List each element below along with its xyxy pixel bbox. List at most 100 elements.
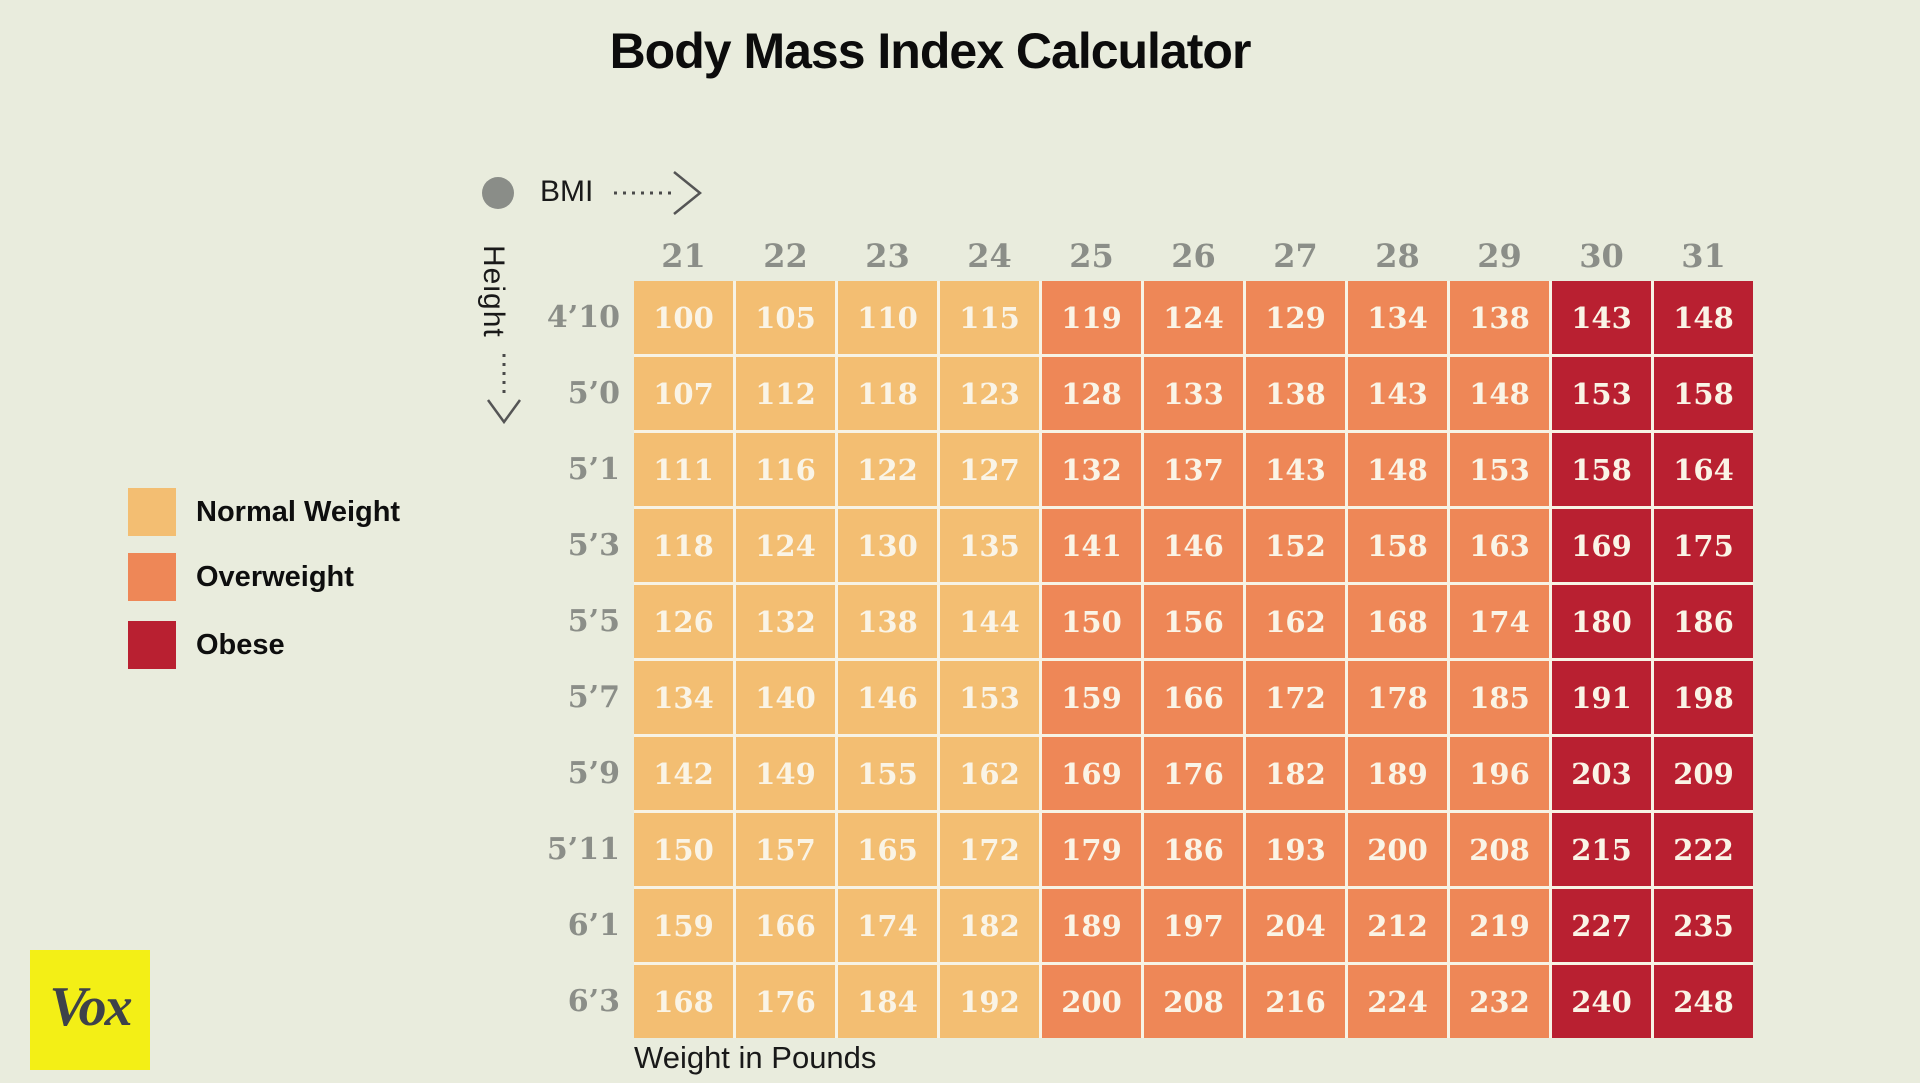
table-cell: 172 <box>1246 661 1345 734</box>
table-cell: 128 <box>1042 357 1141 430</box>
table-cell: 130 <box>838 509 937 582</box>
table-cell: 142 <box>634 737 733 810</box>
page-title: Body Mass Index Calculator <box>609 23 1252 79</box>
table-cell: 189 <box>1042 889 1141 962</box>
table-cell: 191 <box>1552 661 1651 734</box>
bmi-column-header: 27 <box>1273 237 1318 275</box>
table-cell: 222 <box>1654 813 1753 886</box>
table-cell: 124 <box>1144 281 1243 354</box>
table-cell: 163 <box>1450 509 1549 582</box>
table-cell: 112 <box>736 357 835 430</box>
table-cell: 132 <box>1042 433 1141 506</box>
bmi-column-header: 26 <box>1171 237 1216 275</box>
table-cell: 115 <box>940 281 1039 354</box>
legend-swatch <box>128 621 176 669</box>
table-cell: 124 <box>736 509 835 582</box>
table-cell: 186 <box>1654 585 1753 658</box>
legend-label: Overweight <box>196 560 354 593</box>
table-cell: 155 <box>838 737 937 810</box>
table-cell: 134 <box>634 661 733 734</box>
legend-item-normal-weight: Normal Weight <box>128 488 400 536</box>
weight-axis-label: Weight in Pounds <box>634 1040 877 1075</box>
right-arrow-icon <box>614 171 702 215</box>
table-cell: 248 <box>1654 965 1753 1038</box>
table-cell: 153 <box>1450 433 1549 506</box>
table-cell: 143 <box>1246 433 1345 506</box>
table-cell: 153 <box>940 661 1039 734</box>
table-cell: 174 <box>838 889 937 962</box>
table-cell: 168 <box>1348 585 1447 658</box>
table-cell: 168 <box>634 965 733 1038</box>
table-cell: 140 <box>736 661 835 734</box>
height-row-label: 6’3 <box>567 984 620 1019</box>
table-cell: 123 <box>940 357 1039 430</box>
table-cell: 176 <box>1144 737 1243 810</box>
height-row-label: 5’3 <box>567 528 620 563</box>
table-cell: 162 <box>940 737 1039 810</box>
table-cell: 126 <box>634 585 733 658</box>
table-cell: 204 <box>1246 889 1345 962</box>
table-cell: 193 <box>1246 813 1345 886</box>
table-cell: 116 <box>736 433 835 506</box>
table-cell: 164 <box>1654 433 1753 506</box>
table-cell: 150 <box>1042 585 1141 658</box>
table-cell: 178 <box>1348 661 1447 734</box>
table-cell: 200 <box>1348 813 1447 886</box>
table-cell: 240 <box>1552 965 1651 1038</box>
legend-swatch <box>128 553 176 601</box>
legend-swatch <box>128 488 176 536</box>
table-cell: 158 <box>1654 357 1753 430</box>
table-cell: 184 <box>838 965 937 1038</box>
table-cell: 134 <box>1348 281 1447 354</box>
height-row-label: 6’1 <box>567 908 620 943</box>
table-cell: 159 <box>634 889 733 962</box>
table-cell: 118 <box>634 509 733 582</box>
table-cell: 186 <box>1144 813 1243 886</box>
table-cell: 166 <box>736 889 835 962</box>
bmi-column-header: 31 <box>1681 237 1726 275</box>
table-cell: 148 <box>1348 433 1447 506</box>
table-cell: 144 <box>940 585 1039 658</box>
table-cell: 138 <box>1450 281 1549 354</box>
table-cell: 143 <box>1348 357 1447 430</box>
legend-label: Normal Weight <box>196 495 401 528</box>
table-cell: 158 <box>1348 509 1447 582</box>
table-cell: 209 <box>1654 737 1753 810</box>
height-axis-label: Height <box>477 245 510 338</box>
bmi-column-header: 21 <box>661 237 706 275</box>
table-cell: 158 <box>1552 433 1651 506</box>
table-cell: 212 <box>1348 889 1447 962</box>
height-row-label: 5’7 <box>567 680 620 715</box>
table-cell: 135 <box>940 509 1039 582</box>
height-row-labels: 4’10 5’0 5’1 5’3 5’5 5’7 5’9 5’11 6’1 6’3 <box>480 281 620 1038</box>
table-cell: 153 <box>1552 357 1651 430</box>
table-cell: 166 <box>1144 661 1243 734</box>
table-cell: 150 <box>634 813 733 886</box>
bmi-axis-label: BMI <box>540 175 594 208</box>
height-row-label: 5’1 <box>567 452 620 487</box>
table-cell: 169 <box>1552 509 1651 582</box>
bmi-column-headers: 21 22 23 24 25 26 27 28 29 30 31 <box>634 234 1753 278</box>
table-cell: 157 <box>736 813 835 886</box>
table-cell: 215 <box>1552 813 1651 886</box>
table-cell: 192 <box>940 965 1039 1038</box>
table-cell: 182 <box>940 889 1039 962</box>
table-cell: 182 <box>1246 737 1345 810</box>
table-cell: 198 <box>1654 661 1753 734</box>
table-cell: 169 <box>1042 737 1141 810</box>
legend-label: Obese <box>196 628 285 661</box>
bmi-column-header: 23 <box>865 237 910 275</box>
table-cell: 203 <box>1552 737 1651 810</box>
legend-item-obese: Obese <box>128 621 285 669</box>
table-cell: 105 <box>736 281 835 354</box>
bmi-table: 100 105 110 115 119 124 129 134 138 143 148 107 112 1… <box>634 281 1753 1038</box>
table-cell: 146 <box>1144 509 1243 582</box>
table-cell: 197 <box>1144 889 1243 962</box>
table-cell: 133 <box>1144 357 1243 430</box>
table-cell: 219 <box>1450 889 1549 962</box>
table-cell: 200 <box>1042 965 1141 1038</box>
table-cell: 111 <box>634 433 733 506</box>
height-row-label: 4’10 <box>546 300 620 335</box>
bmi-column-header: 29 <box>1477 237 1522 275</box>
vox-logo-text: Vox <box>49 976 132 1038</box>
